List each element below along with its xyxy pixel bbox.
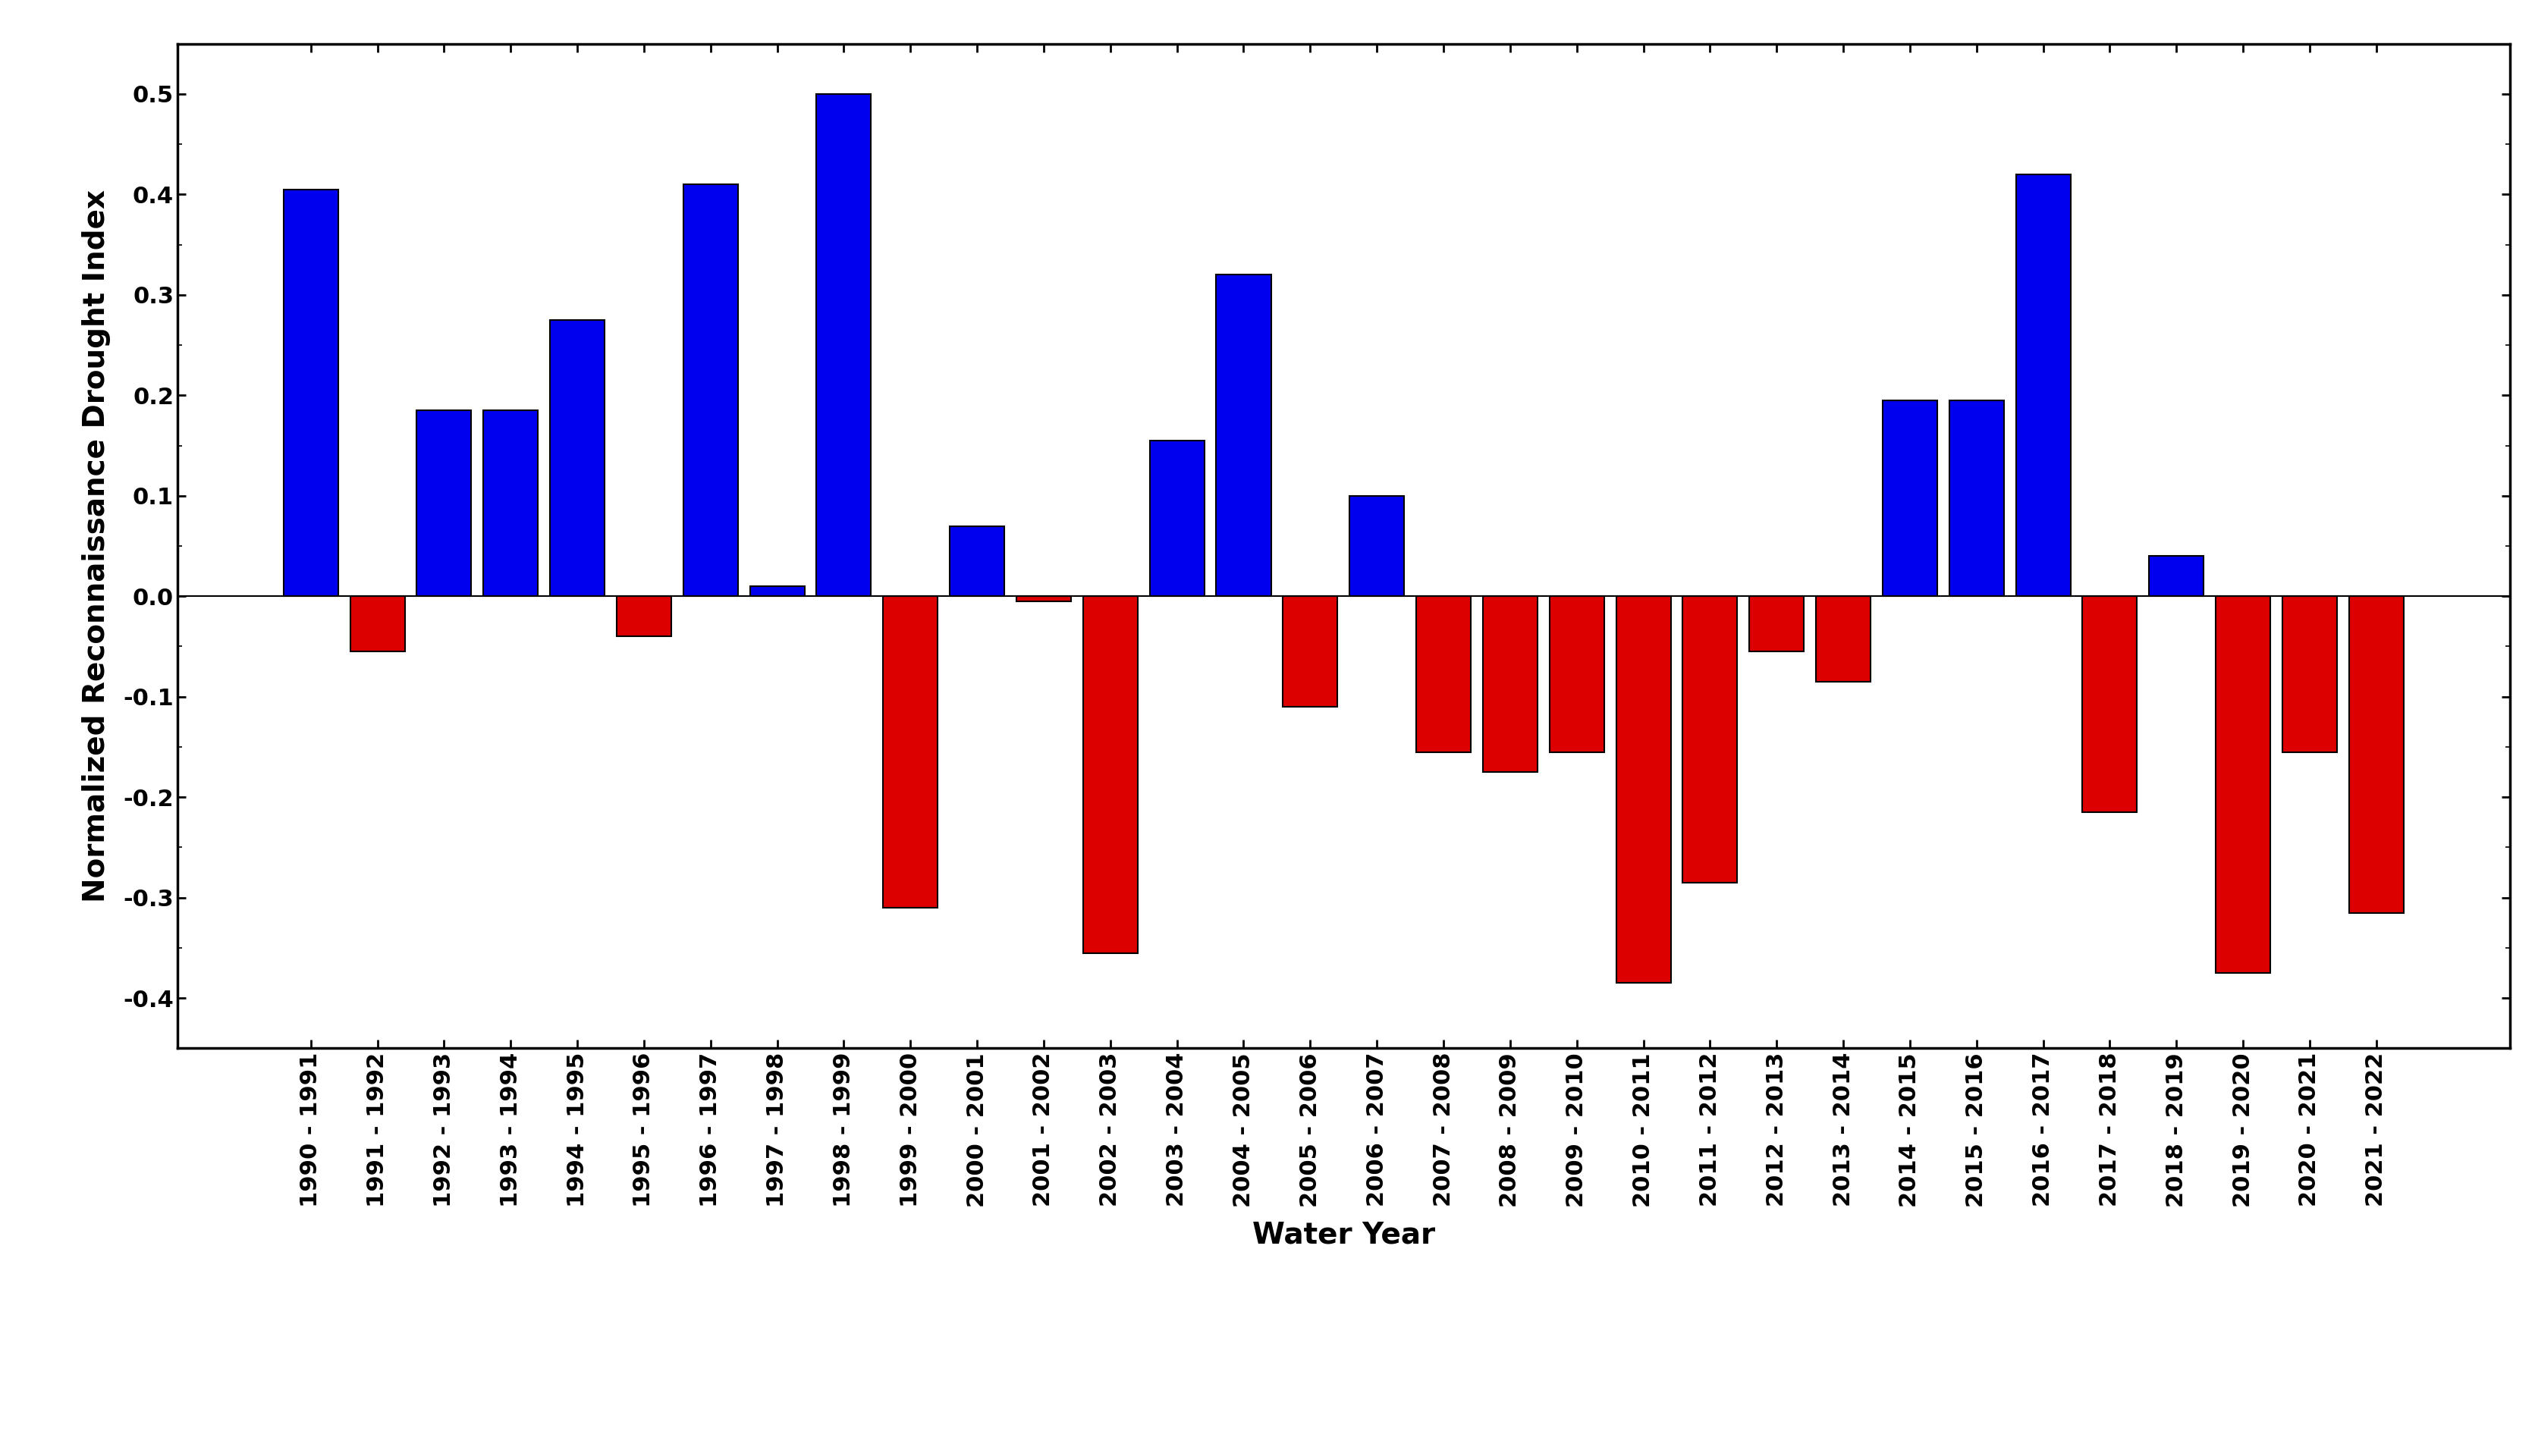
Bar [550,320,606,597]
Bar [1217,275,1270,597]
Bar [1082,597,1138,952]
Bar [1549,597,1605,751]
Bar [951,526,1004,597]
Bar [284,189,337,597]
Bar [1017,597,1070,601]
Bar [1815,597,1871,681]
Bar [1749,597,1805,651]
Bar [750,587,804,597]
Bar [1683,597,1736,882]
Bar [1283,597,1338,706]
Bar [2015,175,2071,597]
Bar [1617,597,1671,983]
X-axis label: Water Year: Water Year [1252,1220,1435,1249]
Bar [2282,597,2337,751]
Bar [1949,400,2003,597]
Bar [1417,597,1470,751]
Bar [1884,400,1937,597]
Bar [1349,496,1404,597]
Bar [2081,597,2137,812]
Bar [1483,597,1536,772]
Bar [816,95,872,597]
Bar [484,411,537,597]
Bar [2350,597,2403,913]
Bar [684,185,738,597]
Bar [2216,597,2271,973]
Bar [882,597,938,907]
Bar [616,597,672,636]
Bar [1151,441,1204,597]
Bar [416,411,472,597]
Bar [2150,556,2203,597]
Bar [350,597,406,651]
Y-axis label: Normalized Reconnaissance Drought Index: Normalized Reconnaissance Drought Index [81,189,112,903]
